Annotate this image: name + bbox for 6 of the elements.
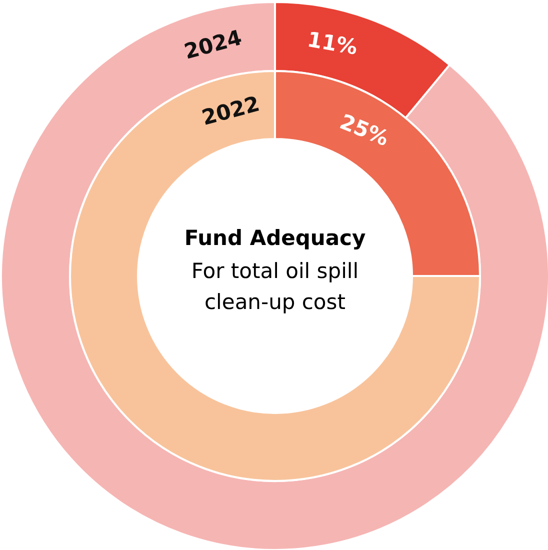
data-label: 11% [306,27,360,60]
data-label: 25% [336,110,392,151]
slice-label: 2022 [199,92,262,130]
text: For total oil spill clean-up cost [191,259,359,314]
text: Fund Adequacy [184,226,366,250]
slice-label: 2024 [182,26,244,64]
